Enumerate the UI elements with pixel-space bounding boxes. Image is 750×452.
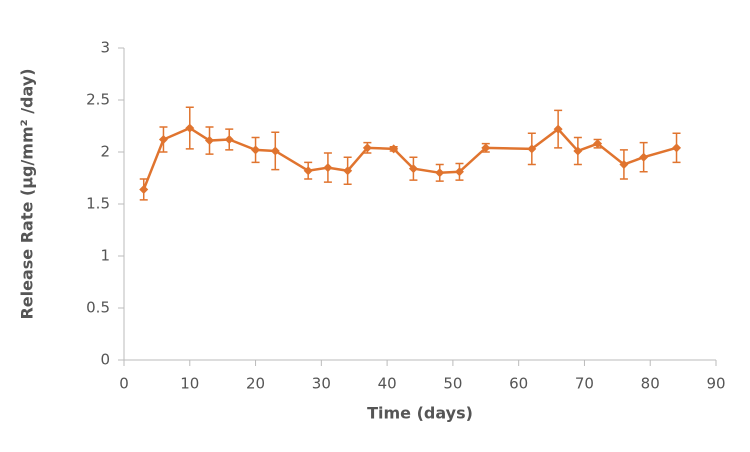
marker [323,163,333,173]
marker [573,146,583,156]
x-tick-label: 20 [246,375,265,393]
marker [454,167,464,177]
marker [224,135,234,145]
marker [251,145,261,155]
marker [672,143,682,153]
y-tick-label: 2.5 [86,91,110,109]
marker [205,136,215,146]
marker [481,143,491,153]
marker [619,159,629,169]
y-axis-title: Release Rate (µg/mm² /day) [18,68,37,319]
x-tick-label: 60 [509,375,528,393]
x-tick-label: 50 [443,375,462,393]
y-tick-label: 1 [100,247,110,265]
x-axis-title: Time (days) [367,404,473,423]
y-tick-label: 3 [100,39,110,57]
marker [593,139,603,149]
x-tick-label: 30 [312,375,331,393]
marker [527,144,537,154]
marker [435,168,445,178]
marker [408,164,418,174]
y-tick-label: 0.5 [86,299,110,317]
y-tick-label: 1.5 [86,195,110,213]
marker [362,143,372,153]
marker [185,123,195,133]
y-tick-label: 0 [100,351,110,369]
x-tick-label: 80 [641,375,660,393]
x-tick-label: 90 [706,375,725,393]
marker [270,146,280,156]
marker [389,144,399,154]
marker [553,124,563,134]
x-tick-label: 10 [180,375,199,393]
x-tick-label: 40 [378,375,397,393]
marker [639,152,649,162]
x-tick-label: 0 [119,375,129,393]
y-tick-label: 2 [100,143,110,161]
marker [158,135,168,145]
marker [139,184,149,194]
marker [343,166,353,176]
x-tick-label: 70 [575,375,594,393]
marker [303,166,313,176]
